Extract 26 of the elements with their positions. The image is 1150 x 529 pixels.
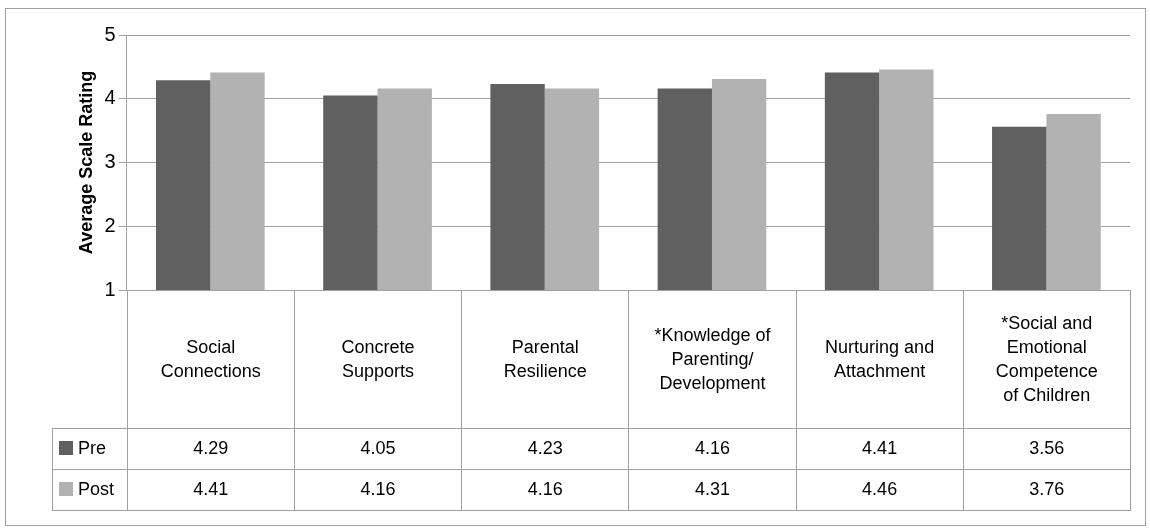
legend-label: Pre [52, 428, 128, 469]
data-label: 4.16 [628, 428, 797, 469]
x-tick-label: Concrete Supports [340, 335, 416, 383]
y-axis-title: Average Scale Rating [75, 70, 96, 255]
data-label: 4.05 [294, 428, 462, 469]
x-tick-label: *Social and Emotional Competence of Children [994, 311, 1099, 407]
data-label: 3.76 [963, 469, 1131, 510]
data-label: 4.16 [461, 469, 629, 510]
legend-label: Post [52, 469, 128, 510]
x-tick-label: Nurturing and Attachment [824, 335, 936, 383]
data-label: 4.46 [796, 469, 964, 510]
y-tick-label: 3 [104, 150, 116, 173]
y-tick-label: 5 [104, 22, 116, 45]
y-tick-label: 2 [104, 213, 116, 236]
x-tick-label: Social Connections [159, 335, 262, 383]
data-label: 4.29 [127, 428, 295, 469]
data-label: 4.31 [628, 469, 797, 510]
y-tick-label: 4 [104, 86, 116, 109]
x-tick-label: Parental Resilience [502, 335, 588, 383]
data-label: 4.41 [127, 469, 295, 510]
x-tick-label: *Knowledge of Parenting/ Development [653, 323, 772, 395]
data-label: 4.41 [796, 428, 964, 469]
y-tick-label: 1 [104, 277, 116, 300]
data-label: 3.56 [963, 428, 1131, 469]
data-label: 4.16 [294, 469, 462, 510]
data-label: 4.23 [461, 428, 629, 469]
